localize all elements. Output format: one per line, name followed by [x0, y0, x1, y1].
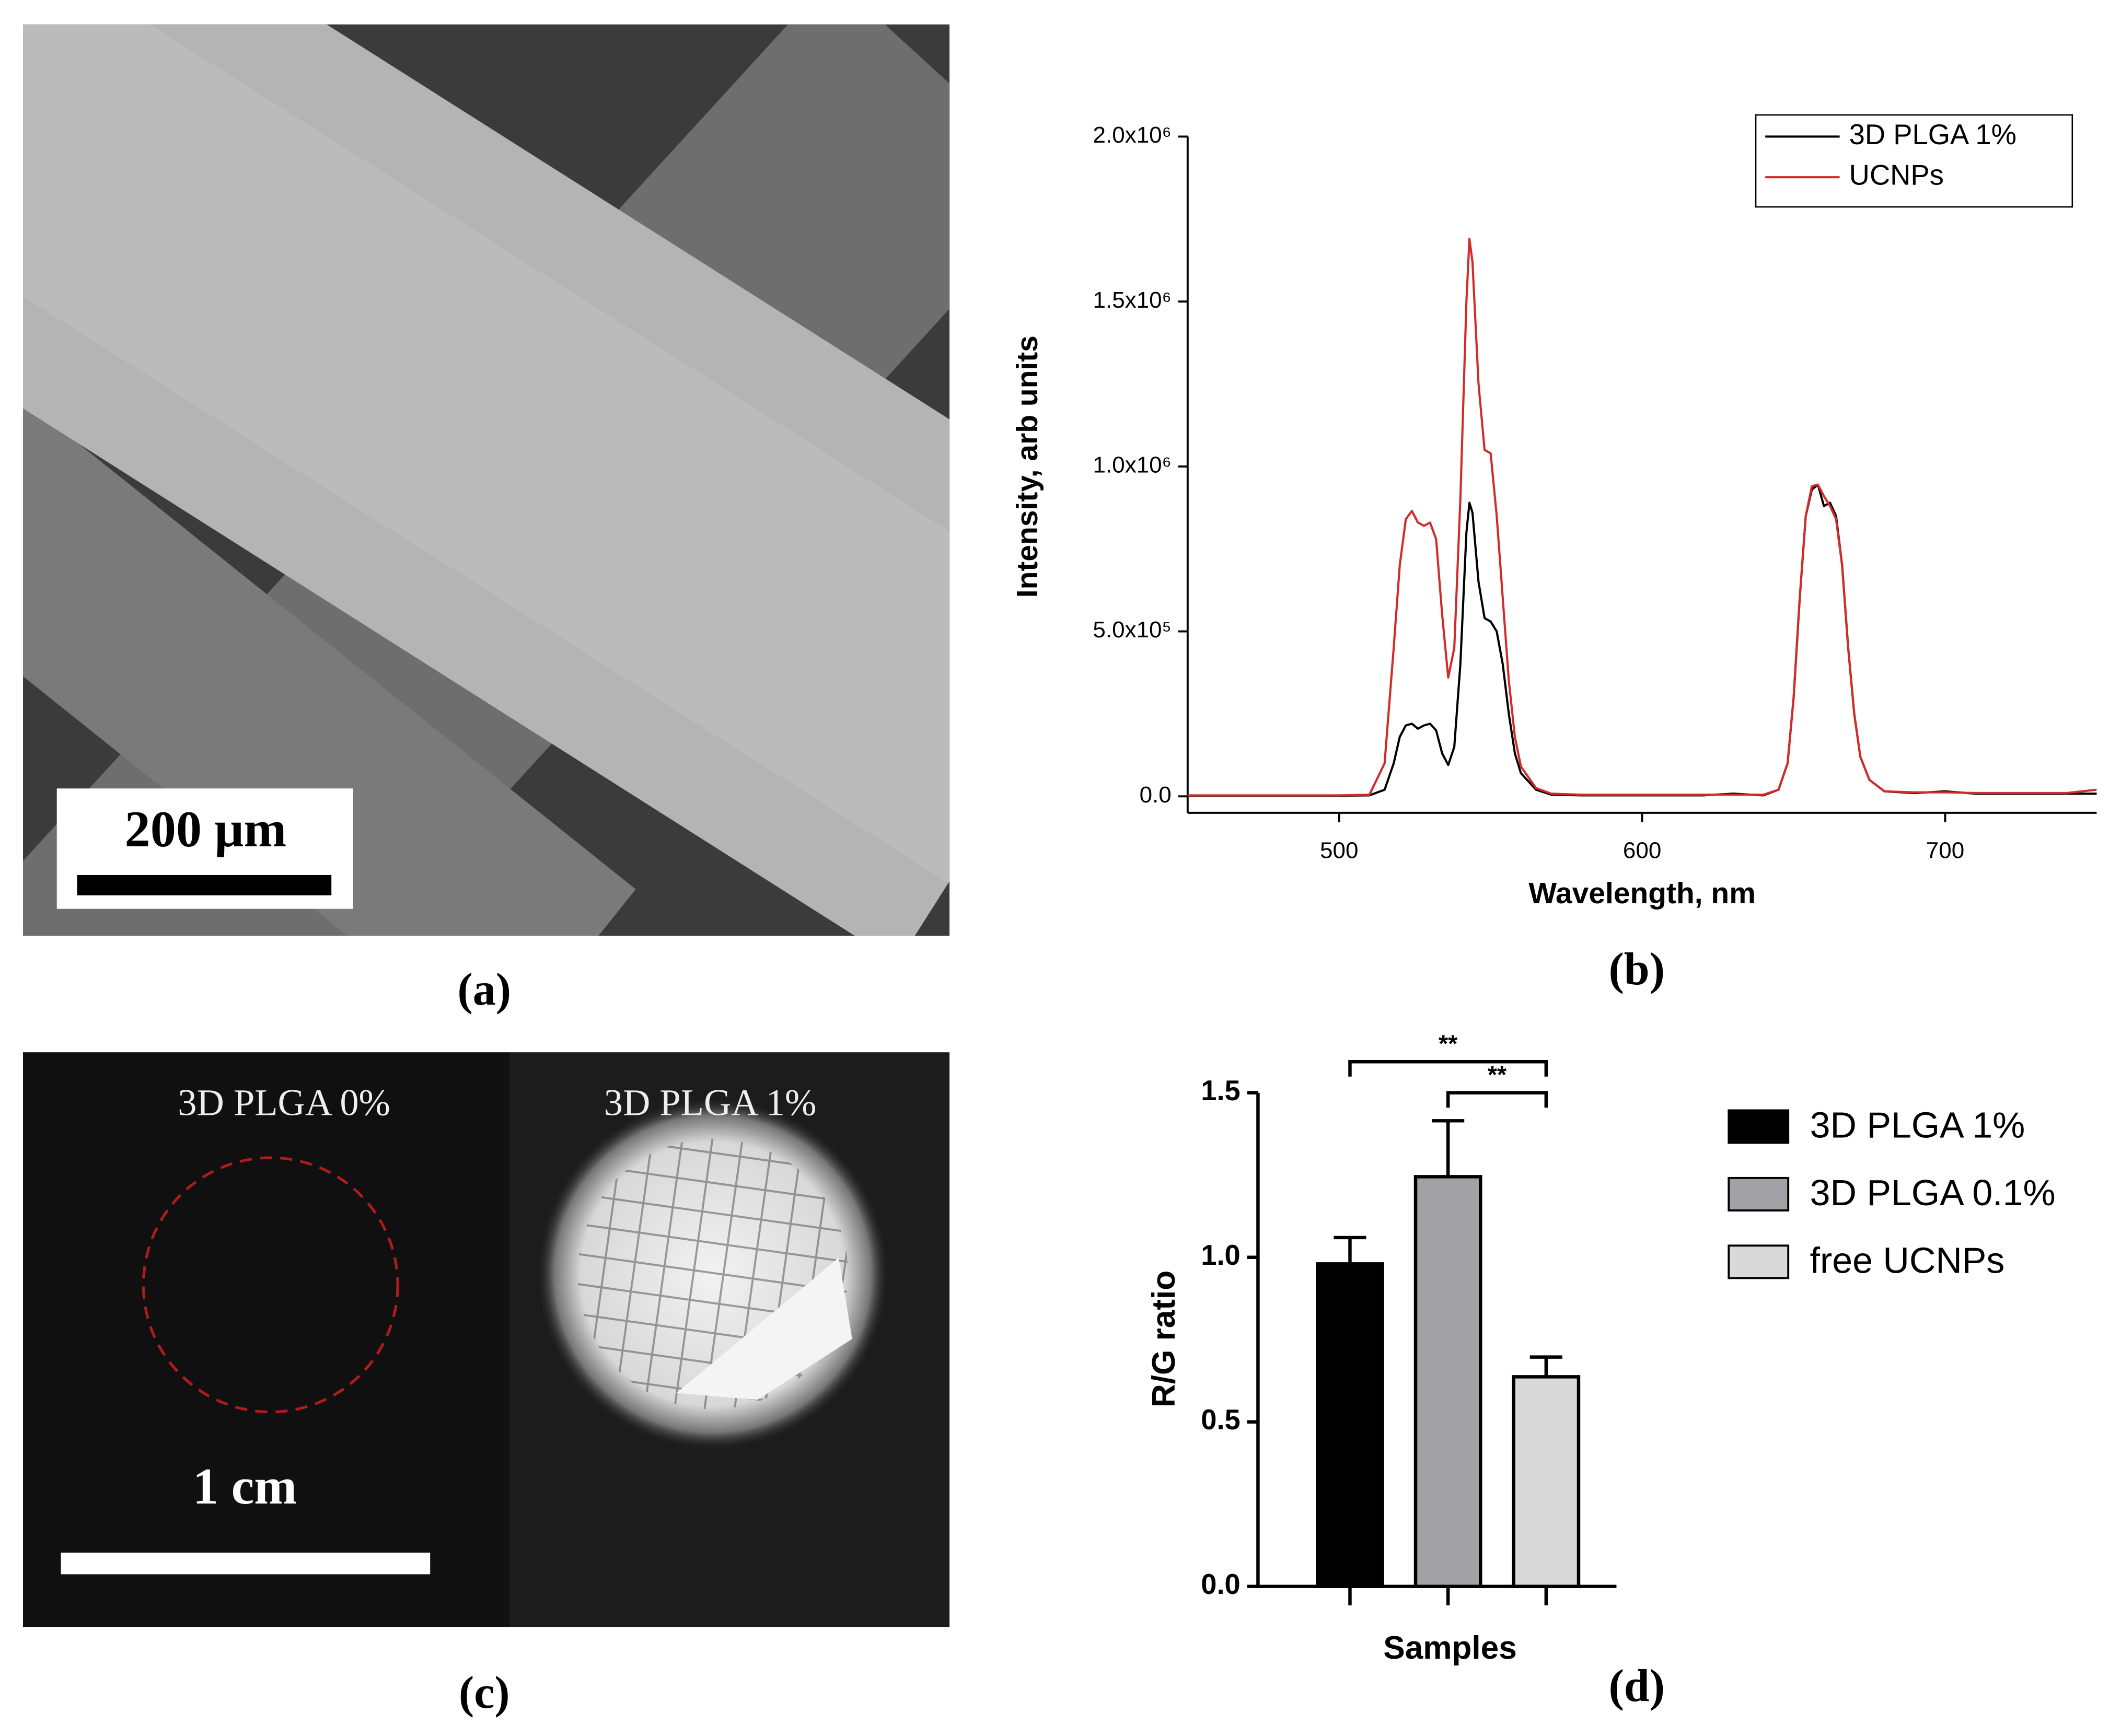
- legend-swatch: [1728, 1109, 1790, 1144]
- photo-title: 3D PLGA 0%: [178, 1081, 390, 1123]
- panel-label: (c): [459, 1668, 510, 1718]
- y-tick-label: 0.0: [1140, 782, 1172, 808]
- legend-label: 3D PLGA 0.1%: [1810, 1172, 2056, 1213]
- x-axis-title: Samples: [1383, 1630, 1516, 1666]
- photo-title: 3D PLGA 1%: [604, 1081, 817, 1123]
- significance-label: **: [1439, 1030, 1458, 1057]
- y-axis-title: Intensity, arb units: [1011, 335, 1044, 598]
- significance-label: **: [1488, 1061, 1507, 1088]
- scale-bar-label: 1 cm: [193, 1458, 297, 1515]
- x-tick-label: 600: [1623, 838, 1661, 864]
- y-tick-label: 1.5: [1201, 1075, 1241, 1106]
- bar: [1512, 1375, 1581, 1588]
- panel-label: (b): [1608, 944, 1665, 995]
- panel-label: (d): [1608, 1661, 1665, 1711]
- y-tick-label: 1.5x10⁶: [1093, 287, 1172, 313]
- legend-label: 3D PLGA 1%: [1810, 1105, 2025, 1146]
- bar: [1413, 1175, 1482, 1588]
- panel-label: (a): [457, 964, 511, 1015]
- x-tick-label: 500: [1320, 838, 1358, 864]
- legend-label: UCNPs: [1849, 159, 1944, 191]
- legend-swatch: [1728, 1176, 1790, 1211]
- series-line: [1187, 238, 2097, 797]
- x-axis-title: Wavelength, nm: [1528, 877, 1755, 910]
- scale-bar-label: 200 μm: [125, 801, 287, 858]
- y-tick-label: 2.0x10⁶: [1093, 122, 1172, 148]
- scale-bar: [77, 875, 332, 895]
- y-tick-label: 0.0: [1201, 1568, 1241, 1600]
- legend-swatch: [1728, 1244, 1790, 1279]
- significance-bracket: [1348, 1059, 1548, 1077]
- series-line: [1187, 483, 2097, 797]
- error-bar: [1334, 1236, 1366, 1264]
- error-bar: [1432, 1119, 1465, 1177]
- legend-box: [1755, 114, 2073, 208]
- y-tick-label: 5.0x10⁵: [1093, 617, 1171, 643]
- legend-label: free UCNPs: [1810, 1240, 2005, 1280]
- dashed-circle: [142, 1156, 399, 1414]
- x-tick-label: 700: [1926, 838, 1964, 864]
- photo: [23, 1052, 950, 1627]
- y-axis-title: R/G ratio: [1146, 1271, 1182, 1407]
- bar: [1316, 1262, 1384, 1588]
- error-bar: [1529, 1355, 1562, 1377]
- legend-label: 3D PLGA 1%: [1849, 119, 2016, 150]
- y-tick-label: 1.0: [1201, 1239, 1241, 1271]
- significance-bracket: [1446, 1091, 1548, 1108]
- y-tick-label: 1.0x10⁶: [1093, 452, 1172, 478]
- scale-bar: [61, 1552, 431, 1575]
- sem-image: [23, 24, 950, 936]
- y-tick-label: 0.5: [1201, 1404, 1241, 1436]
